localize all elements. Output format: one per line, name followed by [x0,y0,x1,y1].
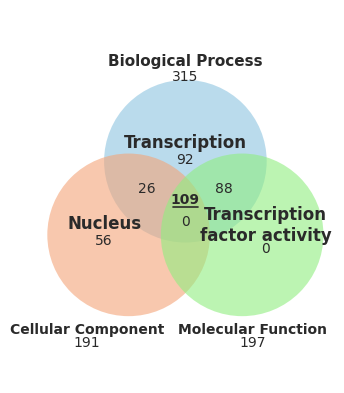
Text: 315: 315 [172,70,198,84]
Text: Nucleus: Nucleus [67,215,141,233]
Text: Cellular Component: Cellular Component [10,323,164,337]
Text: 26: 26 [138,182,156,196]
Circle shape [47,154,210,316]
Text: Molecular Function: Molecular Function [179,323,327,337]
Text: 0: 0 [181,215,190,229]
Text: Transcription
factor activity: Transcription factor activity [200,206,332,245]
Text: Biological Process: Biological Process [108,54,263,69]
Text: Transcription: Transcription [124,134,247,152]
Text: 0: 0 [261,242,270,256]
Circle shape [104,80,267,242]
Text: 109: 109 [171,193,200,208]
Text: 56: 56 [95,234,113,248]
Text: 191: 191 [74,336,100,350]
Text: 197: 197 [240,336,266,350]
Text: 88: 88 [215,182,233,196]
Circle shape [161,154,323,316]
Text: 92: 92 [176,153,194,167]
